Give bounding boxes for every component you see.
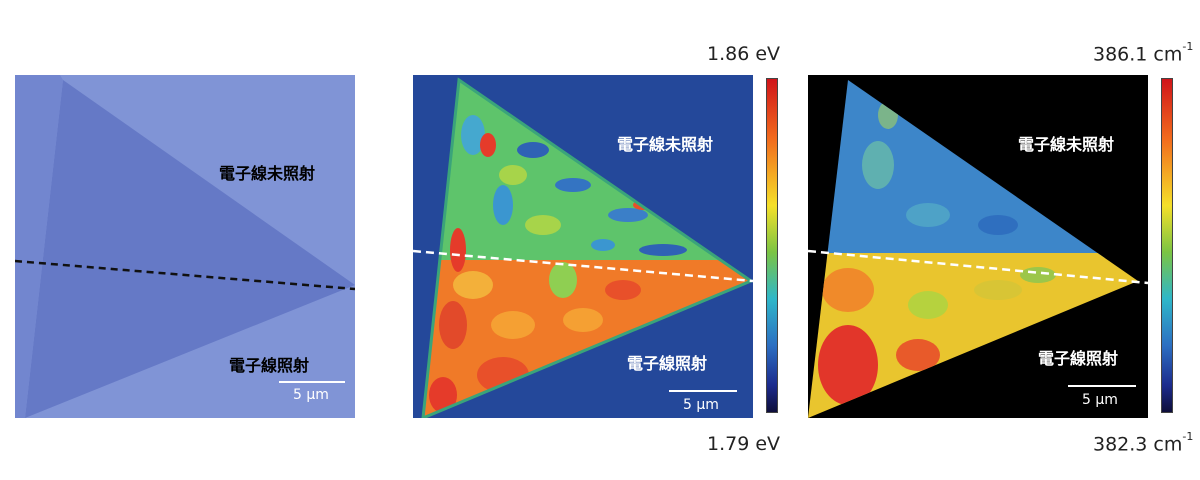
pl-energy-map-panel: 電子線未照射 電子線照射 5 μm bbox=[413, 75, 753, 418]
scale-bar bbox=[279, 381, 345, 383]
raman-colorbar bbox=[1161, 78, 1173, 413]
unirradiated-region-label: 電子線未照射 bbox=[219, 164, 316, 183]
irradiated-region-label: 電子線照射 bbox=[229, 356, 310, 375]
scale-bar bbox=[669, 390, 737, 392]
pl-colorbar bbox=[766, 78, 778, 413]
optical-image bbox=[15, 75, 355, 418]
optical-micrograph-panel: 電子線未照射 電子線照射 5 μm bbox=[15, 75, 355, 418]
pl-colorbar-max-label: 1.86 eV bbox=[707, 43, 781, 65]
irradiated-region-label: 電子線照射 bbox=[1038, 349, 1119, 368]
unirradiated-region-label: 電子線未照射 bbox=[617, 135, 714, 154]
irradiated-region-label: 電子線照射 bbox=[627, 354, 708, 373]
unirradiated-region-label: 電子線未照射 bbox=[1018, 135, 1115, 154]
raman-map-panel: 電子線未照射 電子線照射 5 μm bbox=[808, 75, 1148, 418]
raman-colorbar-min-label: 382.3 cm-1 bbox=[1093, 430, 1194, 456]
raman-map-image bbox=[808, 75, 1148, 418]
scale-bar-label: 5 μm bbox=[1082, 392, 1118, 408]
scale-bar-label: 5 μm bbox=[293, 387, 329, 403]
pl-energy-map-image bbox=[413, 75, 753, 418]
raman-colorbar-max-label: 386.1 cm-1 bbox=[1093, 40, 1194, 66]
scale-bar-label: 5 μm bbox=[683, 397, 719, 413]
scale-bar bbox=[1068, 385, 1136, 387]
pl-colorbar-min-label: 1.79 eV bbox=[707, 433, 781, 455]
